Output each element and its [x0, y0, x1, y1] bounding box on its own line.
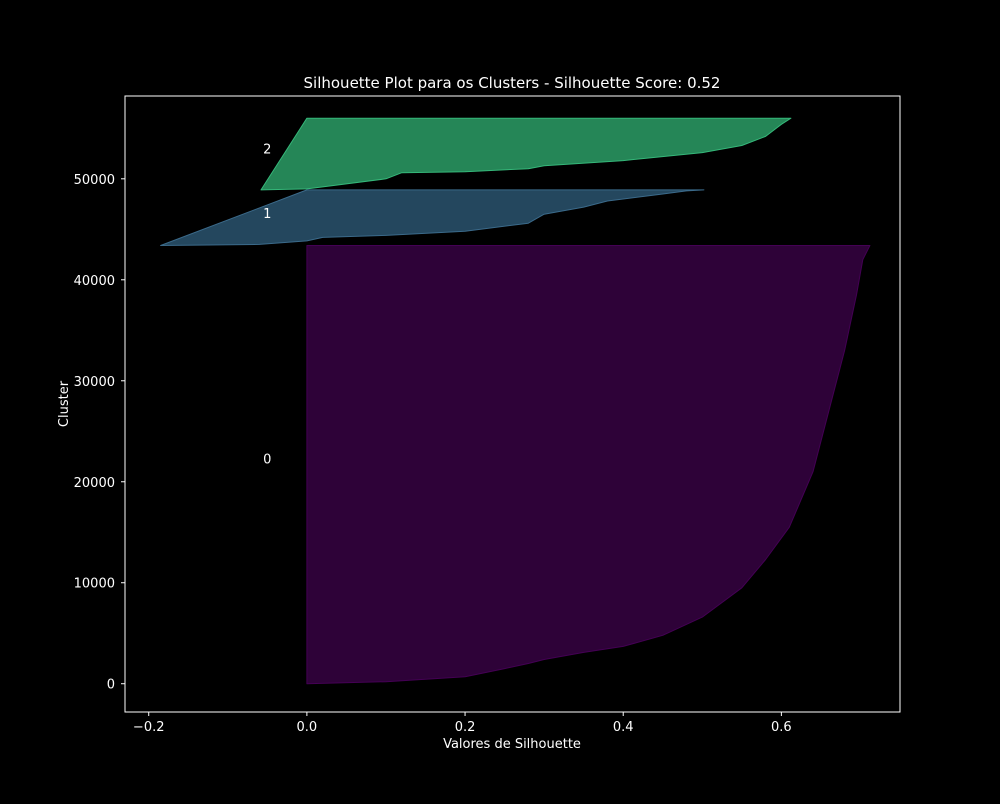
y-axis-label: Cluster [57, 380, 72, 427]
cluster-0-silhouette-area [306, 245, 871, 685]
y-tick-label: 20000 [74, 476, 115, 491]
cluster-1-label: 1 [263, 207, 271, 222]
cluster-0-label: 0 [263, 453, 271, 468]
cluster-2-silhouette-area [260, 117, 792, 191]
x-tick-label: 0.4 [613, 720, 634, 735]
y-tick-label: 40000 [74, 274, 115, 289]
x-tick-label: 0.6 [771, 720, 792, 735]
y-axis-ticks: 0 10000 20000 30000 40000 50000 [74, 173, 125, 693]
y-tick-label: 0 [107, 678, 115, 693]
plot-area: 0 1 2 [160, 117, 871, 685]
x-tick-label: −0.2 [133, 720, 165, 735]
y-tick-label: 50000 [74, 173, 115, 188]
cluster-2-label: 2 [263, 143, 271, 158]
chart-title: Silhouette Plot para os Clusters - Silho… [304, 74, 721, 92]
y-tick-label: 30000 [74, 375, 115, 390]
cluster-1-silhouette-area [160, 189, 705, 246]
plot-frame [124, 95, 901, 713]
y-tick-label: 10000 [74, 577, 115, 592]
x-tick-label: 0.0 [297, 720, 318, 735]
x-axis-label: Valores de Silhouette [443, 737, 581, 752]
x-axis-ticks: −0.2 0.0 0.2 0.4 0.6 [133, 712, 792, 735]
x-tick-label: 0.2 [455, 720, 476, 735]
